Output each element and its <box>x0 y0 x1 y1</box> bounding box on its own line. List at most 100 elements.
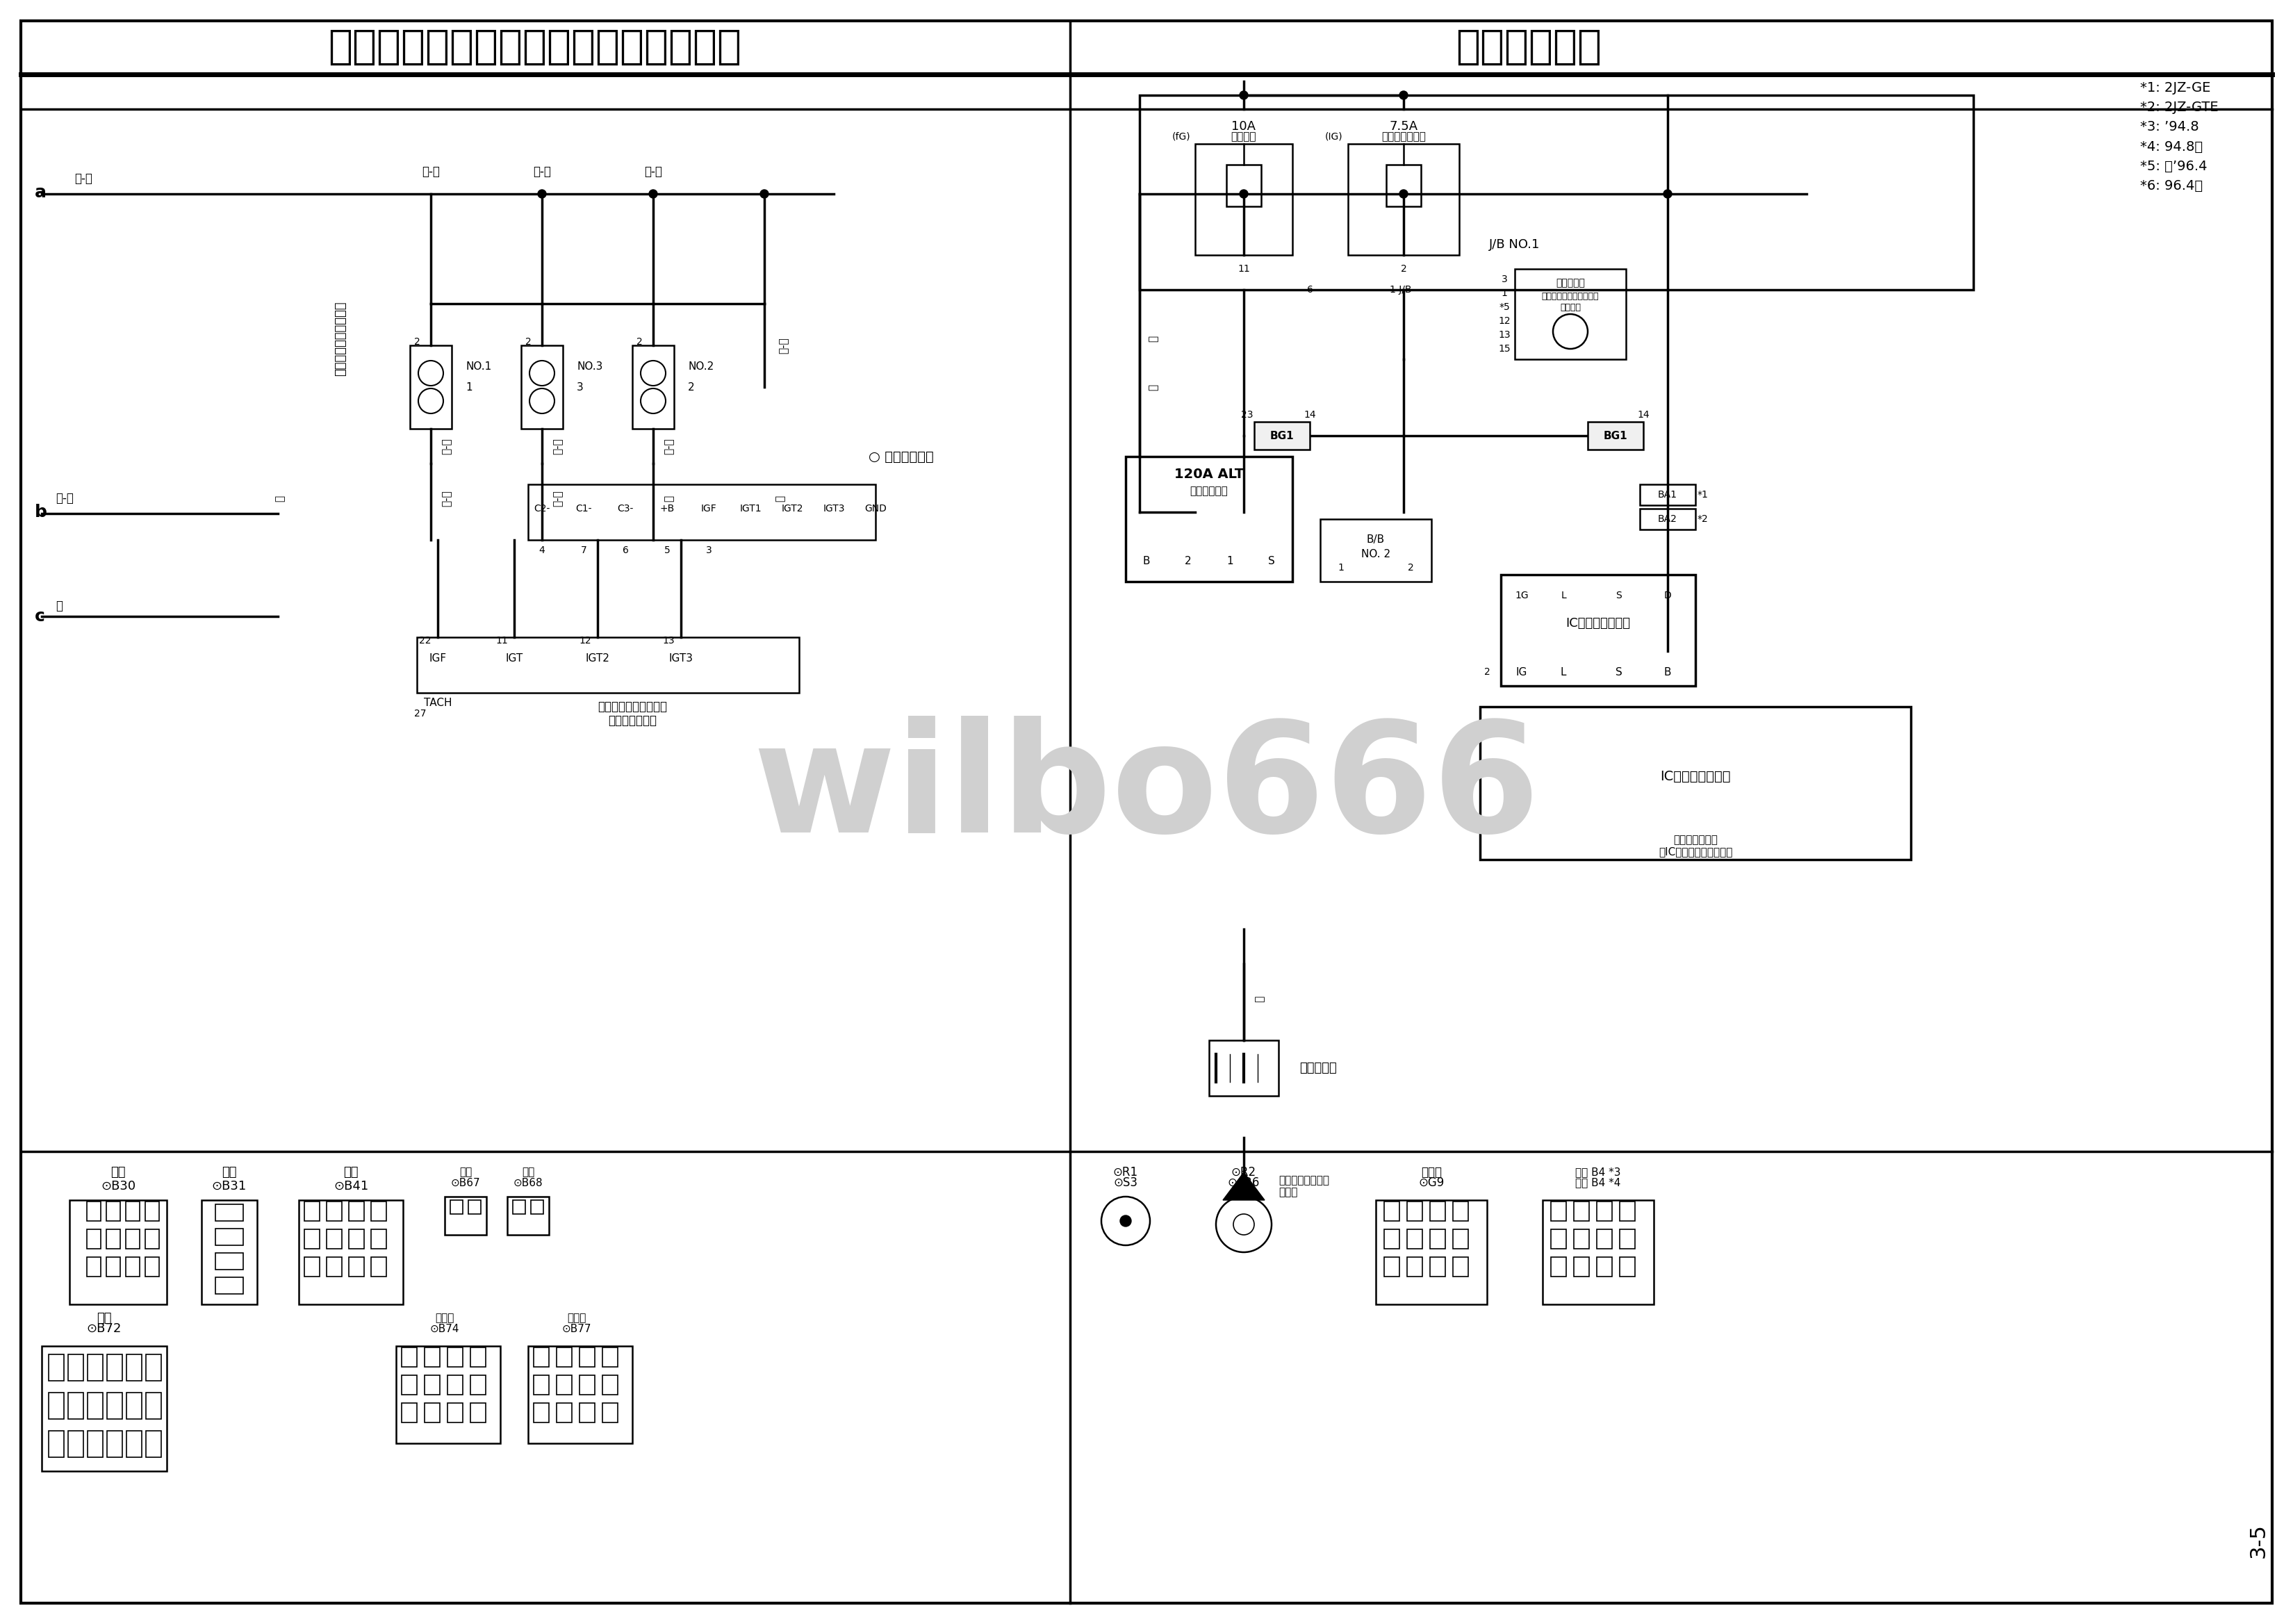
Text: 3-5: 3-5 <box>2247 1523 2268 1557</box>
Text: 黒色: 黒色 <box>96 1312 112 1325</box>
Bar <box>87 1257 101 1276</box>
Circle shape <box>649 190 658 198</box>
Text: イグニッション: イグニッション <box>1380 132 1426 143</box>
Text: 孔白色: 孔白色 <box>1422 1166 1442 1179</box>
Bar <box>580 1348 594 1367</box>
Text: GND: GND <box>864 503 887 513</box>
Bar <box>470 1376 486 1395</box>
Text: 7: 7 <box>580 546 587 555</box>
Text: 27: 27 <box>415 708 426 718</box>
Circle shape <box>1662 190 1672 198</box>
Bar <box>1573 1257 1589 1276</box>
Bar <box>1195 145 1293 255</box>
Text: ランプ）: ランプ） <box>1559 302 1580 312</box>
Text: チャージング: チャージング <box>1456 26 1601 67</box>
Bar <box>108 1431 122 1457</box>
Text: 13: 13 <box>663 637 674 646</box>
Bar <box>349 1257 365 1276</box>
Text: *6: 96.4～: *6: 96.4～ <box>2139 179 2204 192</box>
Text: 黒-白: 黒-白 <box>73 172 92 185</box>
Bar <box>349 1202 365 1221</box>
Bar <box>216 1205 243 1221</box>
Bar <box>507 1197 548 1234</box>
Bar <box>1408 1257 1422 1276</box>
Bar <box>397 1346 500 1444</box>
Bar <box>1387 164 1422 206</box>
Text: 1: 1 <box>1339 564 1344 573</box>
Text: BA1: BA1 <box>1658 490 1678 500</box>
Bar <box>371 1202 385 1221</box>
Bar <box>87 1393 103 1419</box>
Bar <box>126 1257 140 1276</box>
Text: 3: 3 <box>578 382 582 393</box>
Text: イグニッションコイル: イグニッションコイル <box>335 300 346 375</box>
Bar <box>424 1348 440 1367</box>
Bar <box>401 1403 417 1423</box>
Text: エンジンコントロール
コンピューター: エンジンコントロール コンピューター <box>598 700 667 728</box>
Text: 1: 1 <box>1227 555 1234 567</box>
Bar <box>470 1348 486 1367</box>
Bar <box>532 1200 543 1215</box>
Bar <box>41 1346 167 1471</box>
Text: 黒: 黒 <box>1149 383 1158 390</box>
Bar <box>48 1354 64 1380</box>
Text: （チャージウォーニング: （チャージウォーニング <box>1541 292 1598 300</box>
Text: ⊙R1: ⊙R1 <box>1112 1166 1137 1179</box>
Bar <box>87 1229 101 1249</box>
Bar <box>126 1393 142 1419</box>
Bar <box>1431 1202 1445 1221</box>
Text: wilbo666: wilbo666 <box>752 716 1541 864</box>
Text: 2: 2 <box>1401 265 1406 274</box>
Text: *5: ～’96.4: *5: ～’96.4 <box>2139 159 2208 172</box>
Bar <box>1227 164 1261 206</box>
Bar <box>603 1376 617 1395</box>
Bar <box>126 1431 142 1457</box>
Text: IGT3: IGT3 <box>823 503 844 513</box>
Bar <box>1550 1202 1566 1221</box>
Text: 1: 1 <box>1502 289 1507 299</box>
Bar <box>445 1197 486 1234</box>
Text: 黒色: 黒色 <box>523 1168 534 1177</box>
Bar <box>1408 1229 1422 1249</box>
Text: 2: 2 <box>413 338 420 348</box>
Text: 3: 3 <box>706 546 711 555</box>
Text: 5: 5 <box>665 546 670 555</box>
Text: 黒-白: 黒-白 <box>422 166 440 179</box>
Bar <box>105 1229 119 1249</box>
Text: 黒-白: 黒-白 <box>644 166 663 179</box>
Text: L: L <box>1562 667 1566 677</box>
Bar <box>1516 270 1626 359</box>
Text: IG: IG <box>1516 667 1527 677</box>
Bar <box>216 1276 243 1294</box>
Bar <box>1550 1257 1566 1276</box>
Text: 孔白色: 孔白色 <box>566 1314 587 1324</box>
Bar <box>557 1348 571 1367</box>
Text: スターティング　＆　イグニッション: スターティング ＆ イグニッション <box>328 26 741 67</box>
Bar <box>401 1348 417 1367</box>
Bar <box>527 484 876 539</box>
Bar <box>1431 1257 1445 1276</box>
Bar <box>1573 1202 1589 1221</box>
Bar <box>1385 1257 1399 1276</box>
Bar <box>401 1376 417 1395</box>
Text: チャージング: チャージング <box>1190 486 1229 497</box>
Bar <box>108 1393 122 1419</box>
Bar <box>1454 1202 1468 1221</box>
Text: チェテール: チェテール <box>1557 278 1584 287</box>
Text: 黒-白: 黒-白 <box>553 490 562 507</box>
Bar <box>216 1229 243 1246</box>
Text: 23: 23 <box>1241 409 1254 419</box>
Circle shape <box>1241 190 1247 198</box>
Bar <box>371 1257 385 1276</box>
Bar <box>424 1376 440 1395</box>
Bar <box>1619 1202 1635 1221</box>
Text: B/B: B/B <box>1367 534 1385 546</box>
Text: 黒-白: 黒-白 <box>440 438 452 455</box>
Text: 黒色: 黒色 <box>459 1168 472 1177</box>
Bar <box>1619 1229 1635 1249</box>
Bar <box>557 1403 571 1423</box>
Bar <box>521 346 562 429</box>
Bar <box>1596 1229 1612 1249</box>
Circle shape <box>539 190 546 198</box>
Text: 1: 1 <box>465 382 472 393</box>
